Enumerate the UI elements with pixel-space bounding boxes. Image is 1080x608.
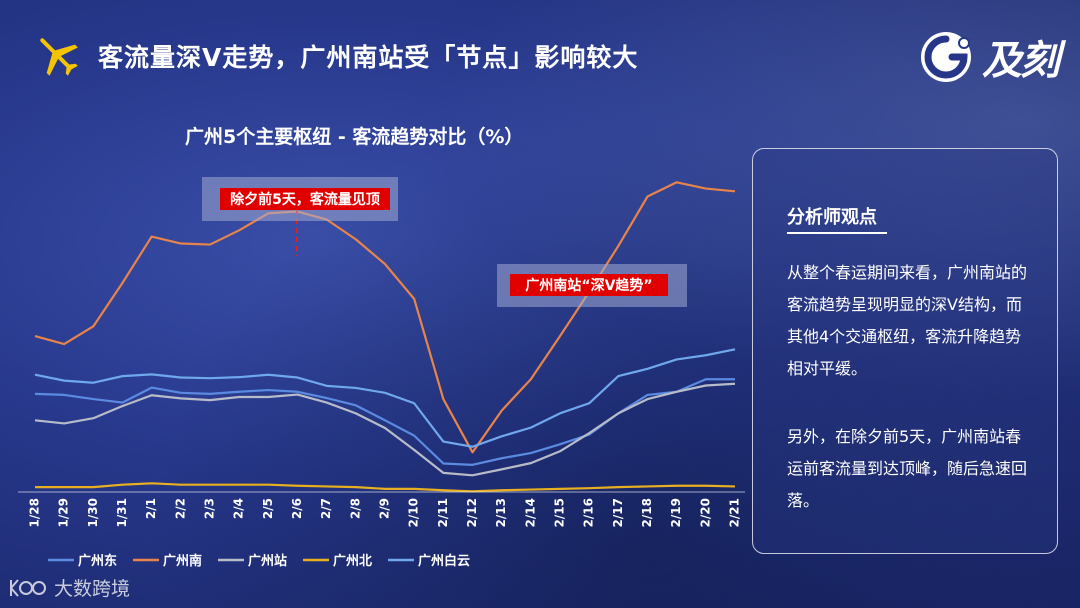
x-tick-label: 2/13 [494,498,508,527]
x-tick-label: 2/20 [698,498,712,527]
footer-brand: 大数跨境 [8,574,130,601]
chart-title: 广州5个主要枢纽 - 客流趋势对比（%） [185,126,524,148]
logo-text: 及刻 [982,38,1060,84]
valley-annotation-label: 广州南站“深V趋势” [525,277,652,294]
x-tick-label: 2/7 [319,498,333,519]
panel-paragraph-1: 从整个春运期间来看，广州南站的客流趋势呈现明显的深V结构，而其他4个交通枢纽，客… [787,263,1028,378]
panel-title: 分析师观点 [787,207,877,228]
x-tick-label: 2/10 [407,498,421,527]
analyst-panel: 分析师观点 从整个春运期间来看，广州南站的客流趋势呈现明显的深V结构，而其他4个… [752,148,1058,554]
line-chart: 1/28 1/29 1/30 1/31 2/1 2/2 2/3 2/4 2/5 2/6 2/7 2/8… [28,177,742,569]
panel-title-underline [787,232,887,234]
x-tick-label: 1/30 [86,498,100,527]
x-tick-label: 1/29 [57,498,71,527]
x-tick-label: 2/17 [611,498,625,527]
legend-label-3: 广州北 [333,553,372,569]
chart-legend: 广州东 广州南 广州站 广州北 广州白云 [48,553,470,569]
x-tick-label: 2/18 [640,498,654,527]
valley-annotation: 广州南站“深V趋势” [497,264,687,307]
x-tick-label: 2/14 [523,498,537,527]
page-title: 客流量深V走势，广州南站受「节点」影响较大 [98,43,639,72]
x-tick-label: 1/28 [28,498,42,527]
legend-label-1: 广州南 [163,553,202,569]
x-tick-label: 2/4 [232,498,246,519]
airplane-icon [40,38,78,76]
x-tick-label: 1/31 [115,498,129,527]
x-tick-label: 2/12 [465,498,479,527]
header: 客流量深V走势，广州南站受「节点」影响较大 [32,30,638,82]
logo-mark-icon [921,32,971,82]
peak-annotation-label: 除夕前5天，客流量见顶 [230,191,380,208]
x-tick-label: 2/6 [290,498,304,519]
panel-paragraph-2: 另外，在除夕前5天，广州南站春运前客流量到达顶峰，随后急速回落。 [787,427,1028,510]
watermark-logo-icon [10,578,46,597]
series-line-2 [34,382,736,477]
x-tick-label: 2/16 [582,498,596,527]
legend-label-2: 广州站 [248,553,287,569]
legend-label-0: 广州东 [78,553,117,569]
x-tick-label: 2/9 [378,498,392,519]
x-tick-label: 2/8 [348,498,362,519]
peak-annotation: 除夕前5天，客流量见顶 [202,177,398,221]
x-tick-label: 2/21 [728,498,742,527]
x-tick-label: 2/15 [553,498,567,527]
series-line-1 [34,181,736,454]
series-line-4 [34,348,736,448]
x-tick-label: 2/1 [144,498,158,519]
x-tick-label: 2/11 [436,498,450,527]
legend-label-4: 广州白云 [418,553,470,569]
x-tick-label: 2/5 [261,498,275,519]
x-tick-label: 2/19 [669,498,683,527]
series-line-3 [35,482,736,493]
x-tick-label: 2/2 [173,498,187,519]
brand-logo: 及刻 [918,28,1060,86]
footer-text: 大数跨境 [54,578,131,600]
x-tick-label: 2/3 [203,498,217,519]
